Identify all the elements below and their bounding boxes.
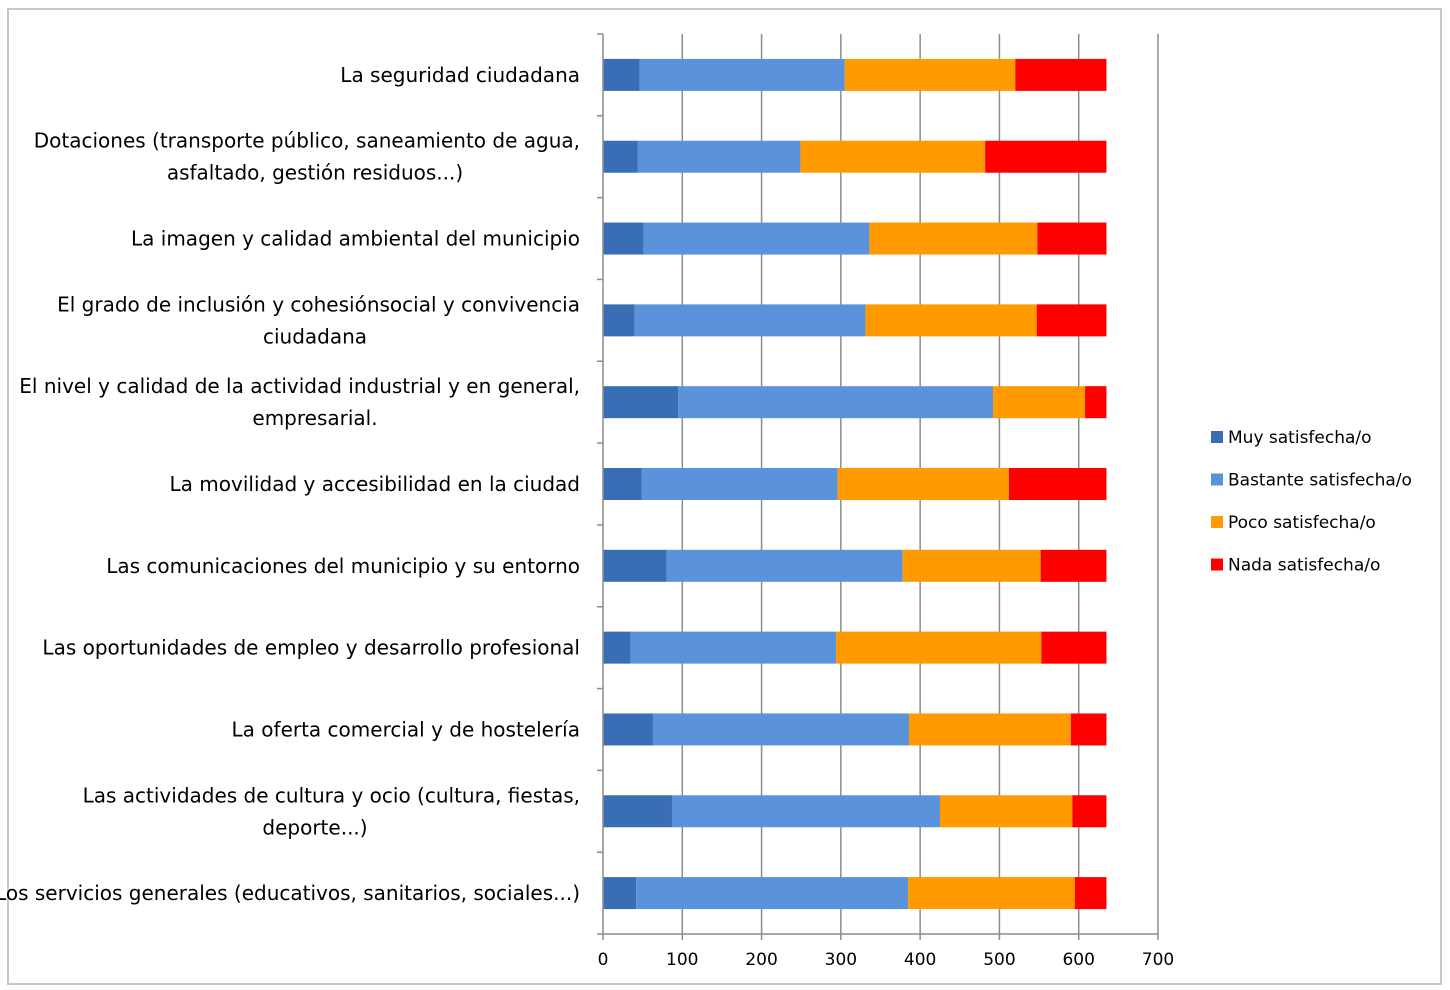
category-label: Las oportunidades de empleo y desarrollo… [42,636,580,660]
bar-segment [1070,713,1107,746]
bar-segment [865,304,1037,337]
bar-segment [643,222,870,255]
x-tick-label: 600 [1062,950,1094,970]
category-label: La seguridad ciudadana [340,63,580,87]
category-label: ciudadana [263,324,367,348]
bar-segment [837,468,1009,500]
x-tick-label: 300 [825,950,857,970]
x-tick-label: 0 [598,950,609,970]
category-label: deporte...) [262,815,367,839]
bar-segment [603,877,637,910]
x-tick-label: 500 [983,950,1015,970]
bar-segment [636,877,909,910]
bar-segment [1040,549,1107,582]
bar-segment [630,631,837,664]
bar-segment [908,877,1075,910]
bar-segment [671,795,940,828]
bar-segment [603,140,638,173]
legend-label: Poco satisfecha/o [1228,513,1376,533]
x-tick-label: 700 [1142,950,1174,970]
category-label: Dotaciones (transporte público, saneamie… [34,129,580,153]
bar-segment [641,468,838,500]
category-labels: La seguridad ciudadana Dotaciones (transp… [0,63,580,905]
bar-segment [836,631,1042,664]
legend-swatch [1211,431,1223,443]
bar-segment [1037,222,1107,255]
category-label: empresarial. [252,406,377,430]
bar-segment [869,222,1038,255]
bar-segment [603,58,640,91]
category-label: Las actividades de cultura y ocio (cultu… [83,783,580,807]
bar-segment [902,549,1041,582]
bar-segment [603,222,644,255]
bar-segment [1036,304,1107,337]
bar-segment [639,58,845,91]
bar-segment [603,386,679,419]
category-label: La oferta comercial y de hostelería [232,717,580,741]
bar-segment [1072,795,1107,828]
bar-segment [603,631,631,664]
bar-segment [603,468,642,500]
bar-segment [909,713,1071,746]
category-label: La movilidad y accesibilidad en la ciuda… [170,472,580,496]
category-label: Los servicios generales (educativos, san… [0,881,580,905]
legend-label: Muy satisfecha/o [1228,428,1372,448]
bar-segment [603,304,635,337]
bar-segment [603,795,672,828]
bar-segment [634,304,866,337]
bars [603,58,1107,910]
bar-segment [993,386,1086,419]
x-tick-label: 100 [666,950,698,970]
legend-swatch [1211,473,1223,486]
bar-segment [678,386,994,419]
bar-segment [1074,877,1107,910]
bar-segment [939,795,1073,828]
bar-segment [1041,631,1107,664]
bar-segment [652,713,910,746]
legend: Muy satisfecha/o Bastante satisfecha/o Poc… [1211,428,1412,576]
legend-label: Nada satisfecha/o [1228,556,1380,576]
bar-segment [603,549,667,582]
bar-segment [1085,386,1107,419]
category-label: asfaltado, gestión residuos...) [167,161,463,185]
bar-segment [666,549,903,582]
bar-segment [800,140,986,173]
x-tick-label: 400 [904,950,936,970]
x-tick-labels: 0 100 200 300 400 500 600 700 [598,950,1175,970]
bar-segment [1015,58,1107,91]
bar-segment [844,58,1016,91]
category-label: El nivel y calidad de la actividad indus… [19,374,580,398]
category-label: La imagen y calidad ambiental del munici… [131,227,580,251]
bar-segment [637,140,801,173]
x-tick-label: 200 [745,950,777,970]
bar-segment [985,140,1107,173]
axes [597,33,1159,940]
legend-label: Bastante satisfecha/o [1228,471,1412,491]
legend-swatch [1211,516,1223,528]
category-label: Las comunicaciones del municipio y su en… [106,554,580,578]
bar-segment [603,713,653,746]
legend-swatch [1211,558,1223,571]
category-label: El grado de inclusión y cohesiónsocial y… [57,292,580,316]
bar-segment [1008,468,1107,500]
